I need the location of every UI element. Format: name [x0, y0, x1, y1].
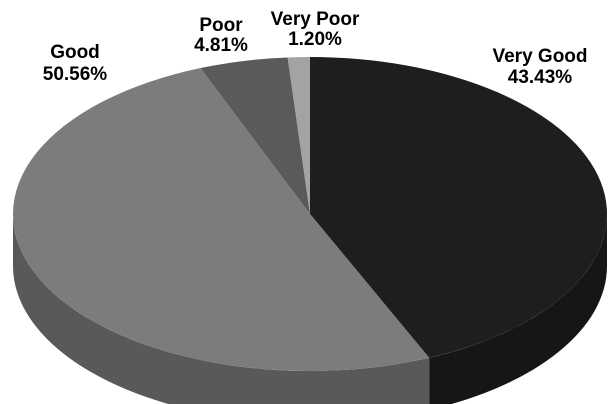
label-very-poor-name: Very Poor — [271, 9, 360, 30]
label-good-name: Good — [50, 42, 100, 63]
label-very-good-name: Very Good — [492, 46, 587, 67]
label-good-value: 50.56% — [43, 64, 108, 85]
pie-slice-good — [13, 68, 430, 371]
label-poor-value: 4.81% — [194, 35, 248, 56]
pie-labels: Very Good 43.43% Good 50.56% Poor 4.81% … — [43, 9, 588, 88]
label-very-good-value: 43.43% — [508, 67, 573, 88]
label-poor-name: Poor — [199, 15, 243, 36]
pie-slice-very-poor — [287, 57, 310, 214]
label-very-poor-value: 1.20% — [288, 29, 342, 50]
pie-sides — [13, 214, 607, 404]
pie-slice-poor — [200, 57, 310, 215]
pie-side-very-good — [429, 214, 607, 404]
pie-slice-very-good — [310, 57, 608, 358]
pie-top — [13, 57, 608, 371]
pie-side-good — [13, 214, 430, 404]
